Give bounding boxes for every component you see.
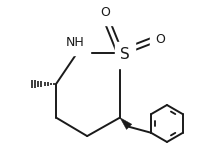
Text: NH: NH <box>66 36 85 49</box>
Text: S: S <box>120 47 130 62</box>
Polygon shape <box>120 118 132 130</box>
Text: O: O <box>101 6 111 19</box>
Text: O: O <box>155 33 165 46</box>
